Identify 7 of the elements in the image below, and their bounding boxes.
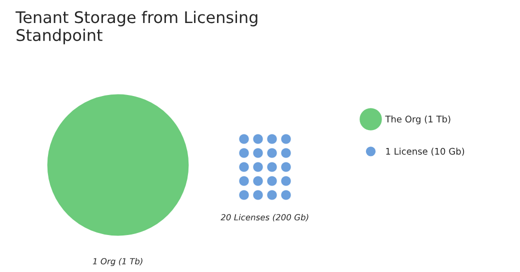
data-label: 20 bbox=[220, 214, 231, 220]
category-label: Org (1 Tb) bbox=[100, 258, 142, 266]
legend-label: The Org (1 Tb) bbox=[385, 116, 450, 124]
category-label: Licenses (200 Gb) bbox=[234, 214, 308, 222]
text: Tenant Storage from Licensing Standpoint bbox=[16, 10, 258, 44]
data-label: 1 bbox=[92, 258, 97, 264]
legend-label: 1 License (10 Gb) bbox=[386, 148, 464, 156]
